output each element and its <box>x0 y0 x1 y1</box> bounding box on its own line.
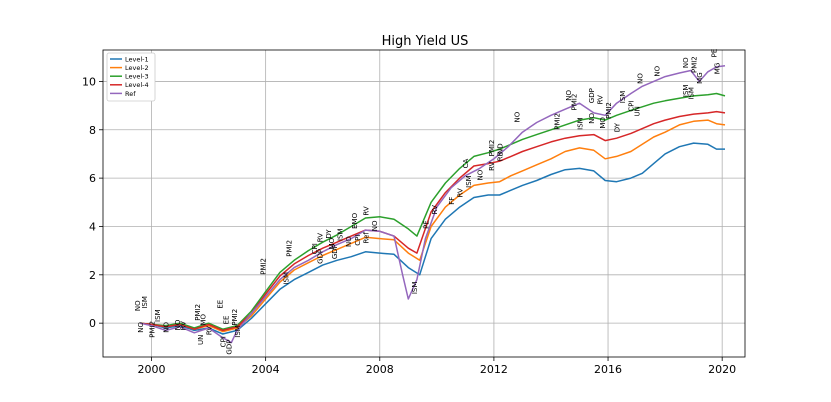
annotation-label: ND <box>497 143 505 154</box>
annotation-label: CA <box>462 158 470 168</box>
legend-box <box>106 52 156 102</box>
annotation-label: RV <box>488 161 496 170</box>
annotation-label: FF <box>448 197 456 205</box>
annotation-label: DY <box>325 229 333 239</box>
annotation-label: MG <box>696 72 704 83</box>
y-tick-label: 6 <box>89 172 96 185</box>
annotation-label: EMO <box>351 212 359 228</box>
annotation-label: NO <box>174 319 182 330</box>
annotation-label: EE <box>222 315 230 324</box>
annotation-label: RV <box>596 95 604 104</box>
annotation-label: PMI2 <box>231 309 239 326</box>
annotation-label: NO <box>137 322 145 333</box>
legend-entry: Level-1 <box>125 55 149 63</box>
legend-entry: Level-3 <box>125 73 149 81</box>
annotation-label: NO <box>588 112 596 123</box>
axis-ticks: 2000 2004 2008 2012 2016 2020 0 2 4 6 8 10 <box>82 75 736 376</box>
legend-entry: Level-4 <box>125 81 149 89</box>
annotation-label: GDP <box>317 249 325 264</box>
annotation-label: ISM <box>154 309 162 322</box>
annotation-label: NO <box>477 169 485 180</box>
annotation-label: NO <box>163 322 171 333</box>
annotation-label: EE <box>217 300 225 309</box>
annotation-label: ISM <box>337 228 345 241</box>
annotation-label: MO <box>599 117 607 129</box>
plot-frame <box>102 49 746 358</box>
annotation-label: ISM <box>688 87 696 100</box>
annotation-label: PMI2 <box>260 258 268 275</box>
annotation-label: PE <box>710 49 718 58</box>
annotation-label: ISM <box>576 117 584 130</box>
y-tick-label: 10 <box>82 75 96 88</box>
annotation-label: GDP <box>331 244 339 259</box>
y-tick-label: 4 <box>89 220 96 233</box>
annotation-label: GDP <box>225 340 233 355</box>
annotation-label: PMI2 <box>571 94 579 111</box>
annotation-label: NO <box>565 90 573 101</box>
annotation-label: Ref <box>362 232 370 244</box>
annotation-label: DY <box>613 122 621 132</box>
annotation-label: RV <box>180 321 188 330</box>
series-line-level-3 <box>140 92 726 330</box>
annotation-label: NO <box>134 300 142 311</box>
annotation-label: ISM <box>465 175 473 188</box>
y-tick-label: 0 <box>89 317 96 330</box>
annotation-label: NO <box>682 57 690 68</box>
annotation-label: NO <box>371 220 379 231</box>
annotation-label: UN <box>197 335 205 345</box>
annotation-label: CPI <box>628 100 636 111</box>
annotation-label: PMI2 <box>488 140 496 157</box>
annotation-label: ISM <box>682 85 690 98</box>
annotation-label: PMI2 <box>285 240 293 257</box>
x-tick-label: 2020 <box>708 363 736 376</box>
series-line-level-2 <box>140 119 726 333</box>
annotation-label: RV <box>456 188 464 197</box>
annotation-label: RV <box>317 233 325 242</box>
annotation-label: RB <box>496 151 504 161</box>
x-tick-label: 2008 <box>366 363 394 376</box>
annotation-label: NO <box>514 111 522 122</box>
y-tick-label: 8 <box>89 124 96 137</box>
annotation-label: NO <box>636 73 644 84</box>
annotation-label: RV <box>362 206 370 215</box>
annotation-label: ISM <box>619 91 627 104</box>
annotation-label: CPI <box>311 243 319 254</box>
series-line-level-1 <box>140 142 725 335</box>
annotation-label: ISM <box>411 282 419 295</box>
annotation-label: CPI <box>220 336 228 347</box>
annotation-label: ISM <box>234 325 242 338</box>
annotation-label: PMI2 <box>194 304 202 321</box>
legend-entry: Ref <box>125 90 136 98</box>
annotation-label: UN <box>633 106 641 116</box>
annotation-label: PE <box>422 220 430 229</box>
annotation-label: NO <box>345 236 353 247</box>
x-tick-label: 2000 <box>138 363 166 376</box>
series-lines <box>139 64 726 344</box>
annotation-label: PMI2 <box>605 102 613 119</box>
annotation-label: CPI <box>354 235 362 246</box>
annotation-label: MO <box>200 314 208 326</box>
annotation-label: PMI2 <box>690 56 698 73</box>
annotation-label: PMI2 <box>553 113 561 130</box>
annotation-label: NO <box>653 65 661 76</box>
y-tick-label: 2 <box>89 269 96 282</box>
annotation-label: ISM <box>141 296 149 309</box>
annotation-label: RV <box>205 326 213 335</box>
annotation-label: MG <box>713 63 721 74</box>
series-line-level-4 <box>140 110 726 332</box>
x-tick-label: 2004 <box>252 363 280 376</box>
annotation-label: RV <box>431 205 439 214</box>
series-line-ref <box>139 64 726 344</box>
annotation-label: ISM <box>282 272 290 285</box>
legend-entry: Level-2 <box>125 64 149 72</box>
annotation-label: GDP <box>588 88 596 103</box>
annotation-label: PMI2 <box>148 321 156 338</box>
x-tick-label: 2012 <box>480 363 508 376</box>
x-tick-label: 2016 <box>594 363 622 376</box>
annotation-label: MO <box>328 237 336 249</box>
chart-title: High Yield US <box>382 34 469 49</box>
